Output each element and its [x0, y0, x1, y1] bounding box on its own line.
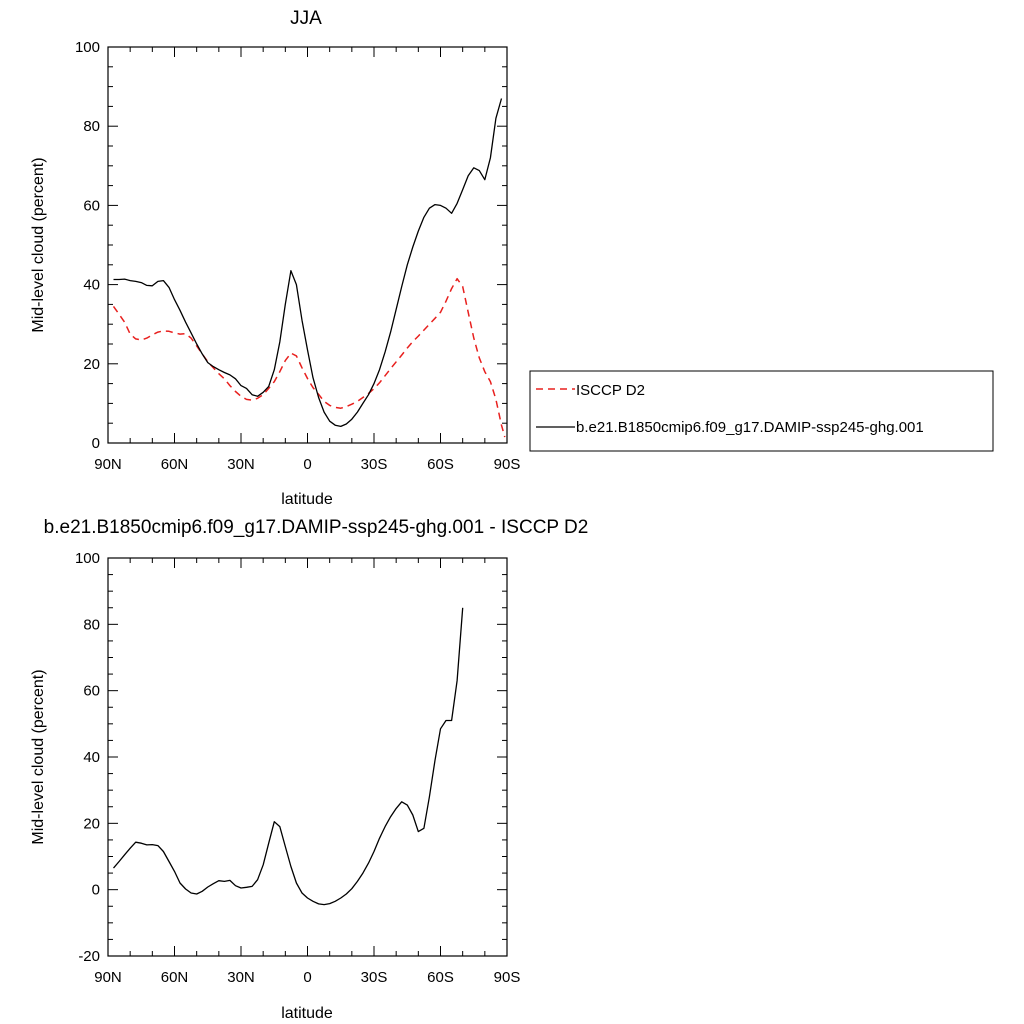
x-tick-label: 60N [161, 456, 189, 473]
y-tick-label: 40 [83, 749, 100, 766]
x-tick-label: 30N [227, 969, 255, 986]
chart-top-title: JJA [290, 8, 322, 29]
y-tick-label: -20 [78, 948, 100, 965]
legend-label-obs: ISCCP D2 [576, 382, 645, 399]
chart-top: JJA 90N 60N 30N 0 30S 60S 90S 0 20 40 60 80 100 lat… [30, 8, 994, 508]
y-tick-label: 60 [83, 197, 100, 214]
chart-bottom-y-tick-labels: -20 0 20 40 60 80 100 [75, 550, 100, 965]
series-line-model [113, 607, 464, 906]
x-tick-label: 30S [361, 969, 388, 986]
chart-bottom-x-axis-label: latitude [281, 1005, 333, 1022]
chart-top-y-tick-labels: 0 20 40 60 80 100 [75, 39, 100, 452]
y-tick-label: 100 [75, 550, 100, 567]
x-tick-label: 60S [427, 969, 454, 986]
x-tick-label: 90S [494, 456, 521, 473]
y-tick-label: 0 [92, 882, 100, 899]
y-tick-label: 80 [83, 616, 100, 633]
legend-label-model: b.e21.B1850cmip6.f09_g17.DAMIP-ssp245-gh… [576, 419, 924, 436]
x-tick-label: 90N [94, 456, 122, 473]
x-tick-label: 60N [161, 969, 189, 986]
x-tick-label: 0 [303, 969, 311, 986]
series-line-obs [112, 277, 506, 438]
x-tick-label: 30N [227, 456, 255, 473]
chart-top-x-tick-labels: 90N 60N 30N 0 30S 60S 90S [94, 456, 520, 473]
chart-bottom-x-tick-labels: 90N 60N 30N 0 30S 60S 90S [94, 969, 520, 986]
chart-top-y-axis-label: Mid-level cloud (percent) [30, 157, 47, 332]
chart-bottom-series [113, 607, 464, 906]
chart-bottom-title: b.e21.B1850cmip6.f09_g17.DAMIP-ssp245-gh… [44, 517, 589, 538]
x-tick-label: 90S [494, 969, 521, 986]
x-tick-label: 60S [427, 456, 454, 473]
y-tick-label: 80 [83, 118, 100, 135]
y-tick-label: 0 [92, 435, 100, 452]
chart-bottom-y-axis-label: Mid-level cloud (percent) [30, 669, 47, 844]
y-tick-label: 20 [83, 356, 100, 373]
chart-top-x-axis-label: latitude [281, 491, 333, 508]
chart-bottom: b.e21.B1850cmip6.f09_g17.DAMIP-ssp245-gh… [30, 517, 588, 1022]
legend: ISCCP D2 b.e21.B1850cmip6.f09_g17.DAMIP-… [529, 370, 994, 452]
chart-top-series [112, 98, 506, 438]
y-tick-label: 40 [83, 277, 100, 294]
y-tick-label: 100 [75, 39, 100, 56]
y-tick-label: 60 [83, 683, 100, 700]
chart-bottom-frame [107, 557, 508, 957]
series-line-model [113, 98, 503, 428]
chart-top-frame [107, 46, 508, 444]
x-tick-label: 0 [303, 456, 311, 473]
y-tick-label: 20 [83, 815, 100, 832]
legend-box [529, 370, 994, 452]
x-tick-label: 90N [94, 969, 122, 986]
x-tick-label: 30S [361, 456, 388, 473]
